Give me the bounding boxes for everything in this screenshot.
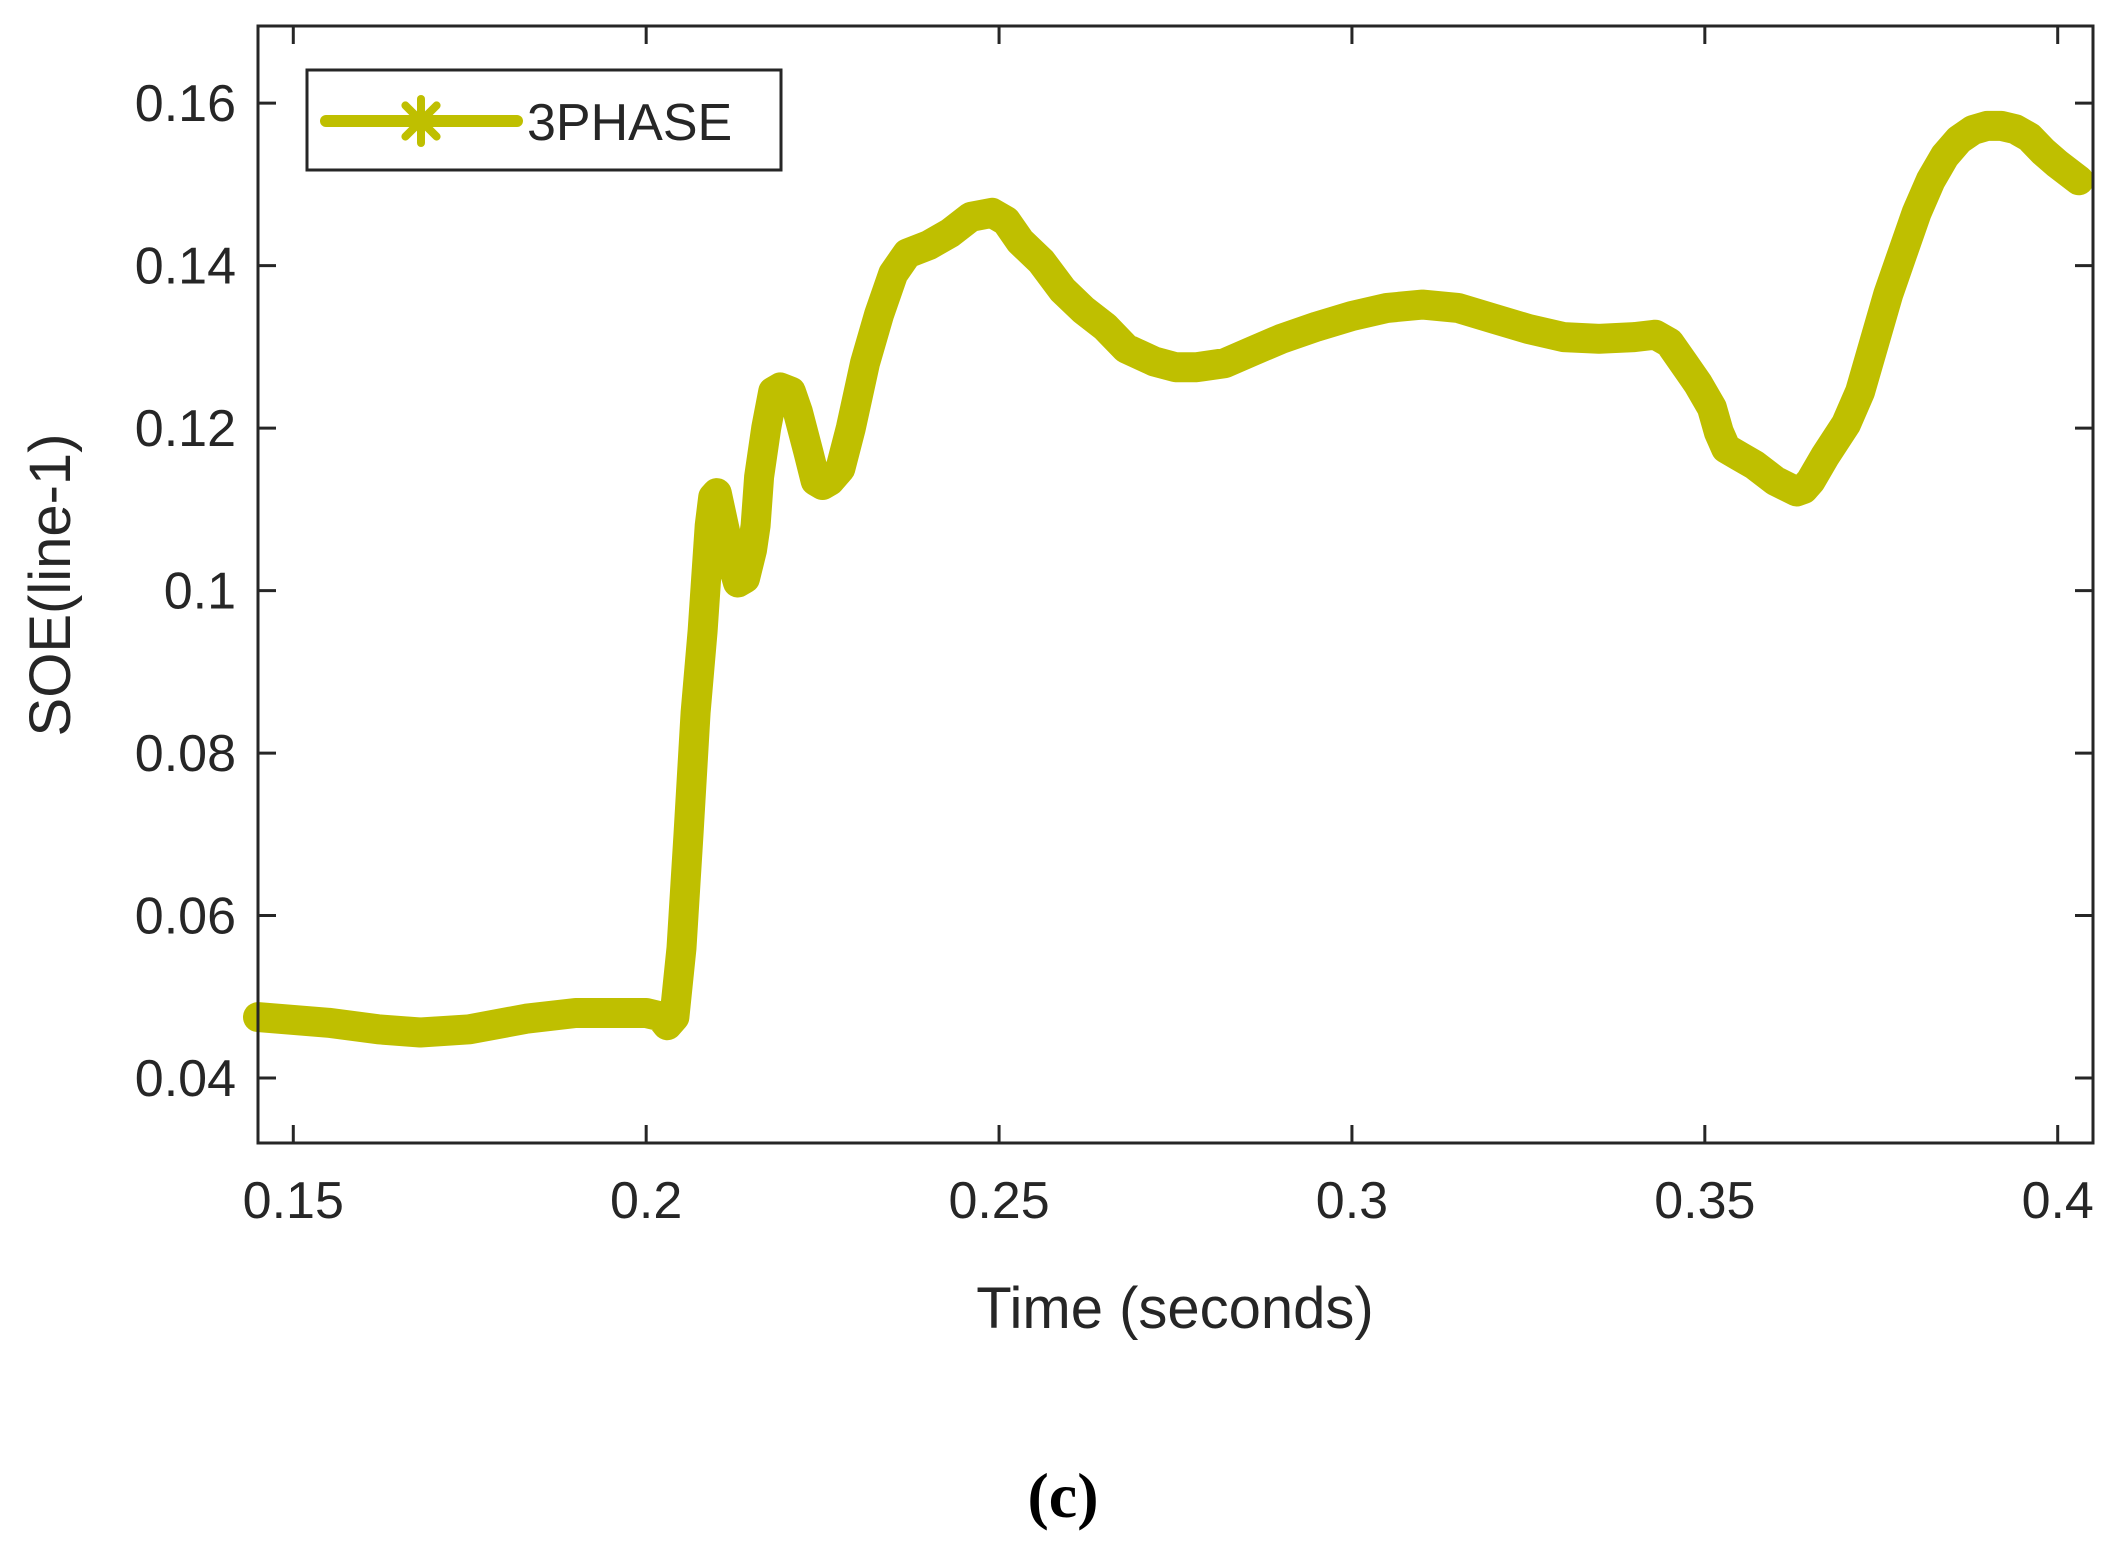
legend: 3PHASE	[305, 68, 783, 172]
x-tick-label: 0.35	[1654, 1172, 1755, 1230]
y-tick-label: 0.04	[135, 1050, 236, 1108]
x-tick-label: 0.2	[610, 1172, 682, 1230]
x-tick-label: 0.3	[1316, 1172, 1388, 1230]
plot-frame	[256, 24, 2095, 1145]
x-axis-label: Time (seconds)	[976, 1276, 1374, 1341]
y-tick-label: 0.16	[135, 75, 236, 133]
y-axis-ticks: 0.04 0.06 0.08 0.1 0.12 0.14 0.16	[135, 75, 2093, 1108]
plot-background	[258, 26, 2093, 1143]
legend-marker-stroke	[401, 101, 441, 141]
y-tick-label: 0.1	[164, 563, 236, 621]
x-axis-ticks: 0.15 0.2 0.25 0.3 0.35 0.4	[243, 26, 2094, 1230]
y-axis-label: SOE(line-1)	[18, 434, 83, 737]
x-tick-label: 0.25	[948, 1172, 1049, 1230]
y-tick-label: 0.14	[135, 238, 236, 296]
series-layer	[243, 110, 2094, 1048]
legend-entry-3phase: 3PHASE	[527, 94, 732, 152]
figure-caption: (c)	[1027, 1460, 1098, 1531]
y-tick-label: 0.12	[135, 400, 236, 458]
y-tick-label: 0.06	[135, 888, 236, 946]
series-line-0	[243, 110, 2094, 1048]
y-tick-label: 0.08	[135, 725, 236, 783]
legend-marker-asterisk-icon	[395, 95, 447, 147]
x-tick-label: 0.4	[2022, 1172, 2094, 1230]
x-tick-label: 0.15	[243, 1172, 344, 1230]
